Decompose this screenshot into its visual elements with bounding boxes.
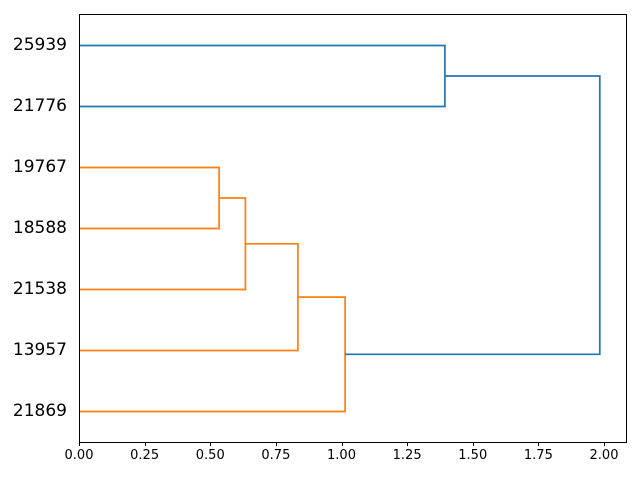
x-tick-mark (210, 442, 212, 446)
x-tick-mark (144, 442, 146, 446)
x-tick-mark (407, 442, 409, 446)
x-tick-label: 0.75 (261, 448, 291, 463)
dendrogram-link-n6 (345, 75, 601, 356)
leaf-label-21869: 21869 (12, 400, 67, 421)
x-tick-mark (472, 442, 474, 446)
x-tick-label: 1.00 (327, 448, 356, 463)
dendrogram-link-n4 (80, 296, 346, 413)
dendrogram-link-n2 (80, 197, 247, 291)
x-tick-mark (604, 442, 605, 446)
x-tick-label: 0.25 (130, 448, 160, 463)
x-tick-mark (79, 442, 80, 446)
leaf-label-18588: 18588 (12, 217, 67, 238)
dendrogram-canvas (80, 44, 601, 413)
x-tick-mark (538, 442, 540, 446)
x-tick-label: 1.75 (523, 448, 553, 463)
x-tick-label: 0.50 (195, 448, 225, 463)
dendrogram-link-n5 (80, 44, 446, 108)
x-tick-label: 1.25 (392, 448, 422, 463)
leaf-label-19767: 19767 (12, 156, 67, 177)
x-tick-label: 2.00 (589, 448, 619, 463)
leaf-label-13957: 13957 (12, 339, 67, 360)
dendrogram-link-n1 (80, 166, 220, 230)
leaf-label-21538: 21538 (12, 278, 67, 299)
x-tick-label: 0.00 (64, 448, 94, 463)
dendrogram-link-n3 (80, 242, 299, 352)
x-tick-label: 1.50 (458, 448, 488, 463)
leaf-label-21776: 21776 (12, 95, 67, 116)
plot-area (79, 14, 627, 443)
x-tick-mark (341, 442, 343, 446)
x-tick-mark (275, 442, 277, 446)
leaf-label-25939: 25939 (12, 34, 67, 55)
